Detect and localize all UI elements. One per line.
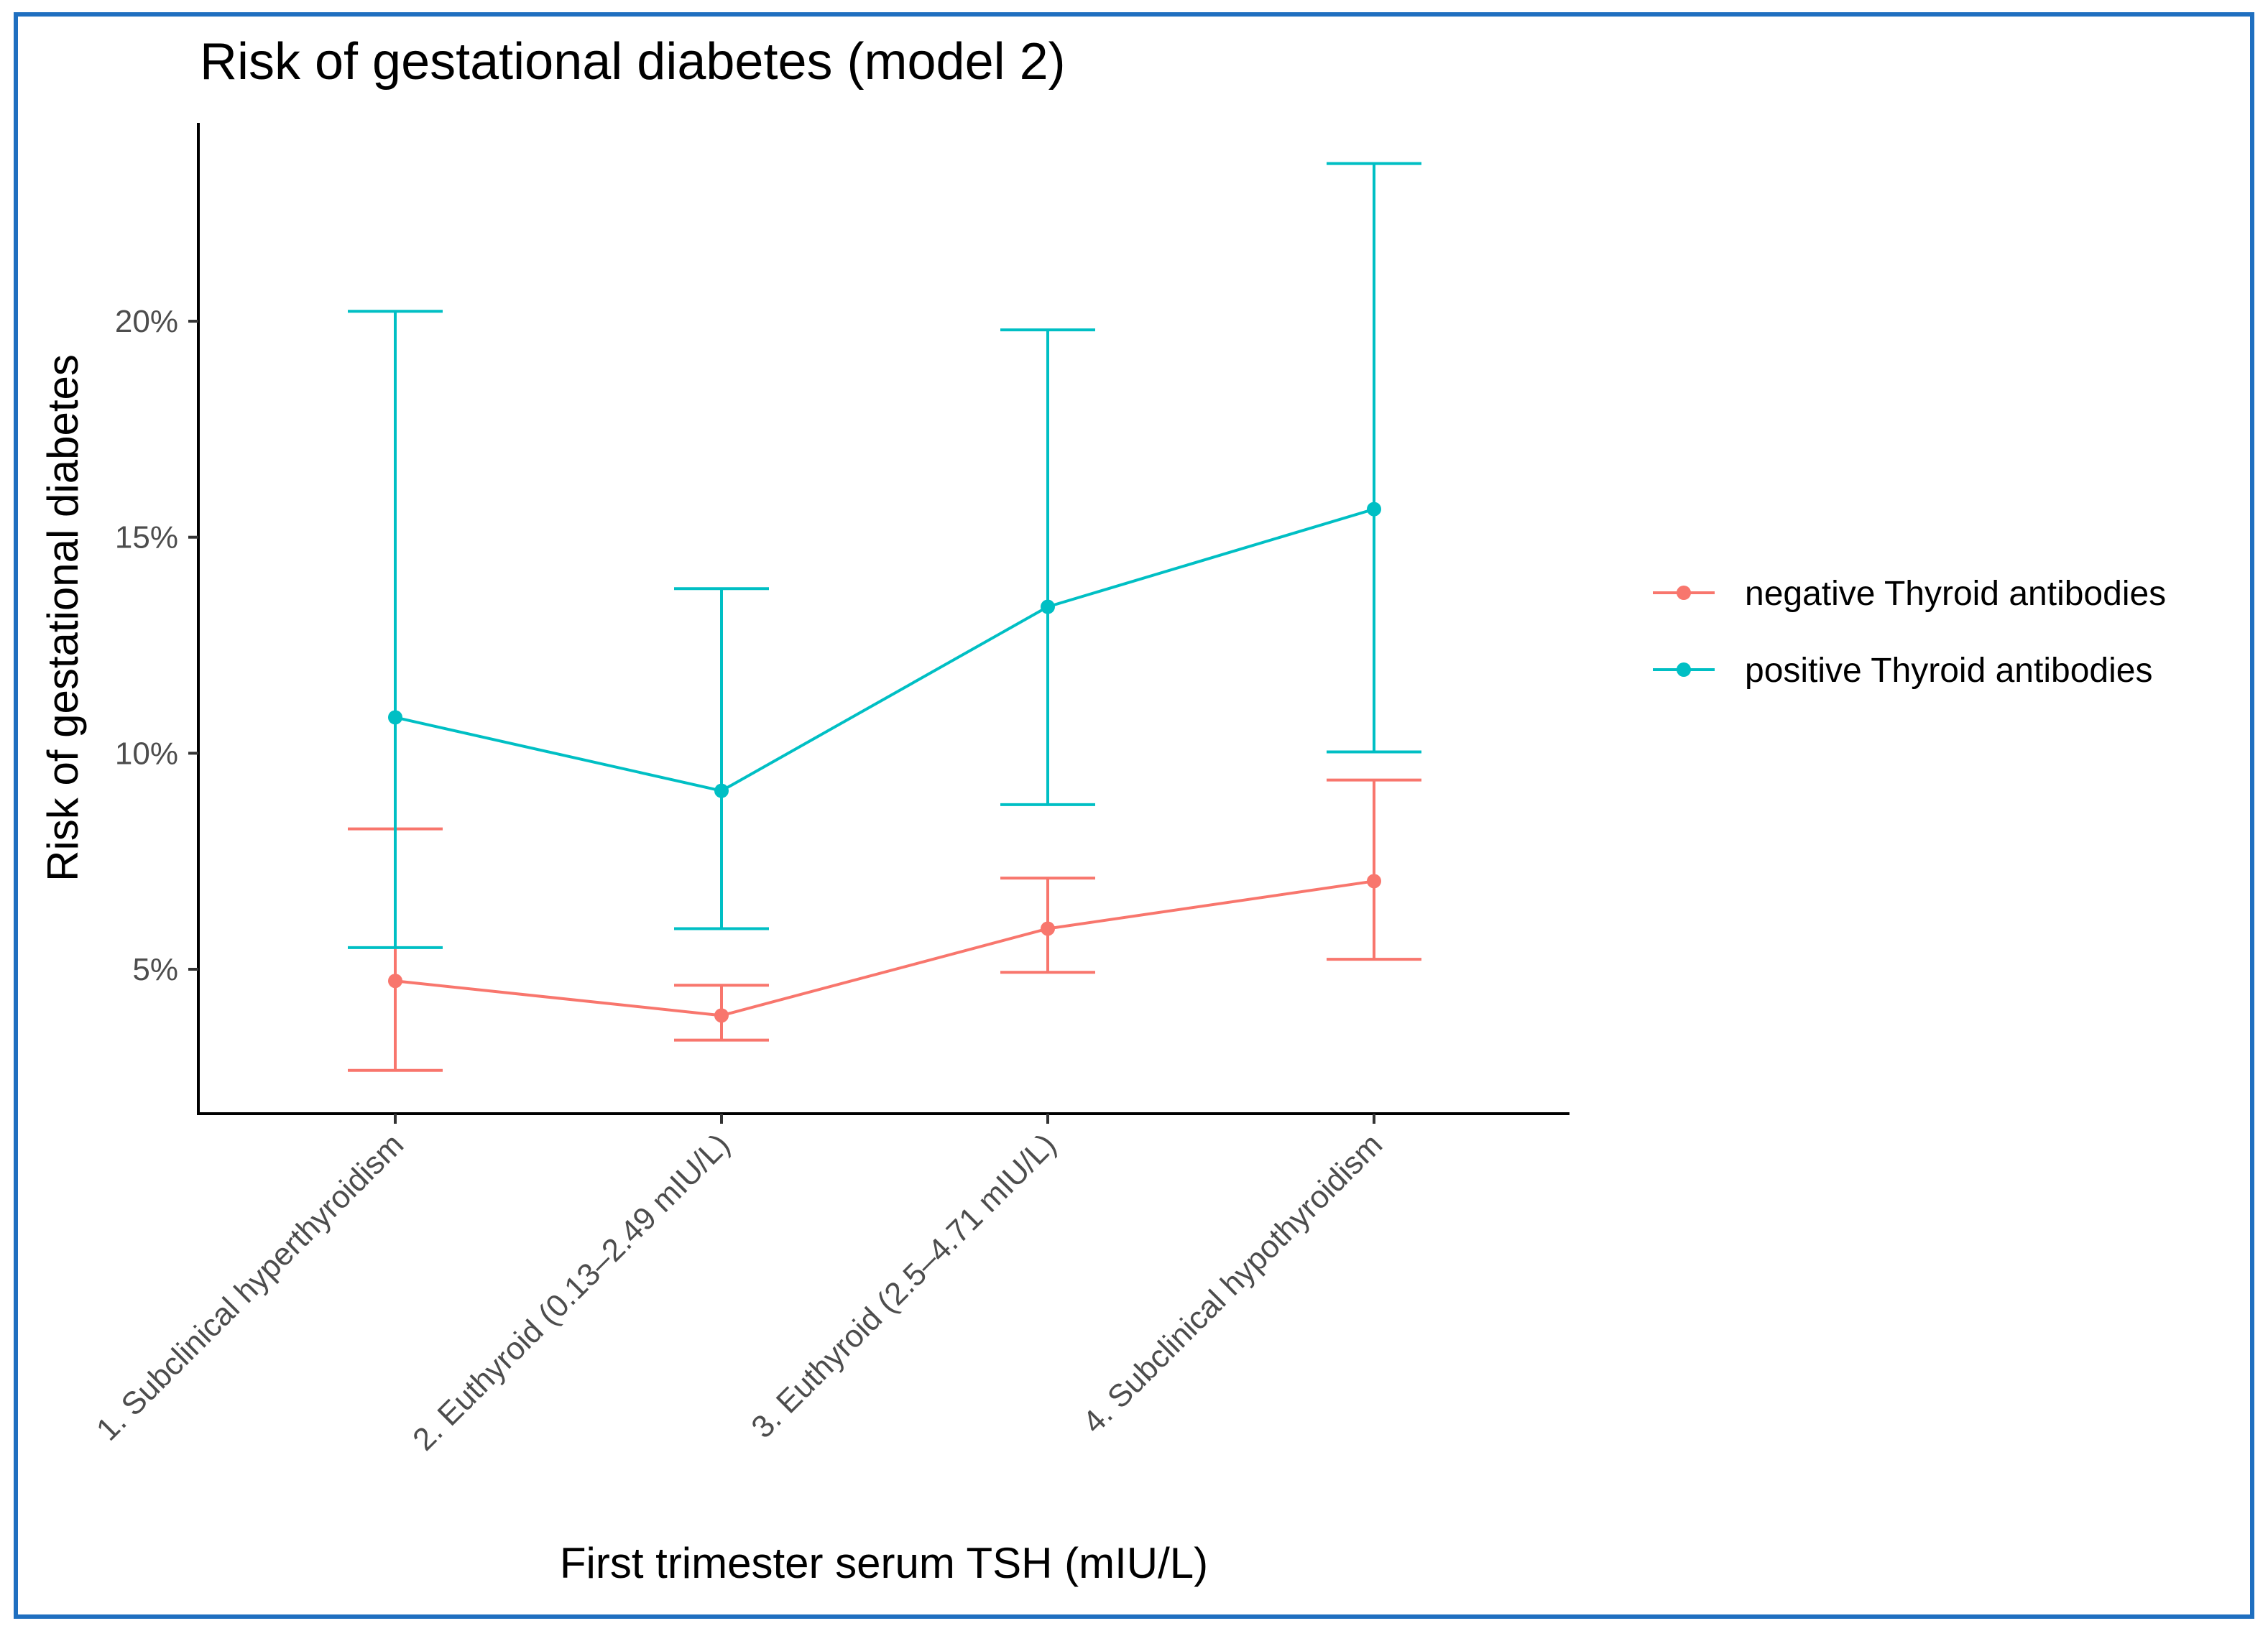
series-line-segment bbox=[395, 716, 722, 793]
data-point bbox=[388, 974, 402, 989]
data-point bbox=[1041, 599, 1055, 614]
legend-item: negative Thyroid antibodies bbox=[1653, 575, 2166, 613]
legend-item: positive Thyroid antibodies bbox=[1653, 652, 2152, 690]
data-point bbox=[1367, 874, 1381, 889]
data-point bbox=[714, 783, 729, 798]
legend: negative Thyroid antibodies positive Thyr… bbox=[1653, 575, 2166, 690]
data-point bbox=[714, 1008, 729, 1023]
series-positive bbox=[348, 162, 1421, 949]
legend-label: negative Thyroid antibodies bbox=[1745, 575, 2166, 613]
y-axis-title: Risk of gestational diabetes bbox=[39, 354, 87, 882]
series-negative bbox=[348, 778, 1421, 1072]
data-point bbox=[1041, 921, 1055, 936]
legend-point-icon bbox=[1677, 662, 1691, 677]
series-line-segment bbox=[721, 927, 1048, 1017]
frame-border bbox=[14, 12, 2254, 1619]
y-tick-label: 15% bbox=[115, 520, 178, 555]
y-tick-label: 5% bbox=[132, 952, 178, 987]
series-line-segment bbox=[395, 979, 722, 1017]
data-point bbox=[1367, 502, 1381, 517]
y-tick-label: 10% bbox=[115, 736, 178, 771]
chart-title: Risk of gestational diabetes (model 2) bbox=[200, 33, 1066, 91]
x-axis-title: First trimester serum TSH (mIU/L) bbox=[560, 1539, 1208, 1587]
data-point bbox=[388, 710, 402, 725]
series-line-segment bbox=[1047, 879, 1375, 930]
legend-point-icon bbox=[1677, 586, 1691, 600]
series-line-segment bbox=[721, 605, 1048, 793]
y-tick-label: 20% bbox=[115, 304, 178, 339]
legend-label: positive Thyroid antibodies bbox=[1745, 652, 2152, 690]
series-line-segment bbox=[1047, 507, 1375, 609]
